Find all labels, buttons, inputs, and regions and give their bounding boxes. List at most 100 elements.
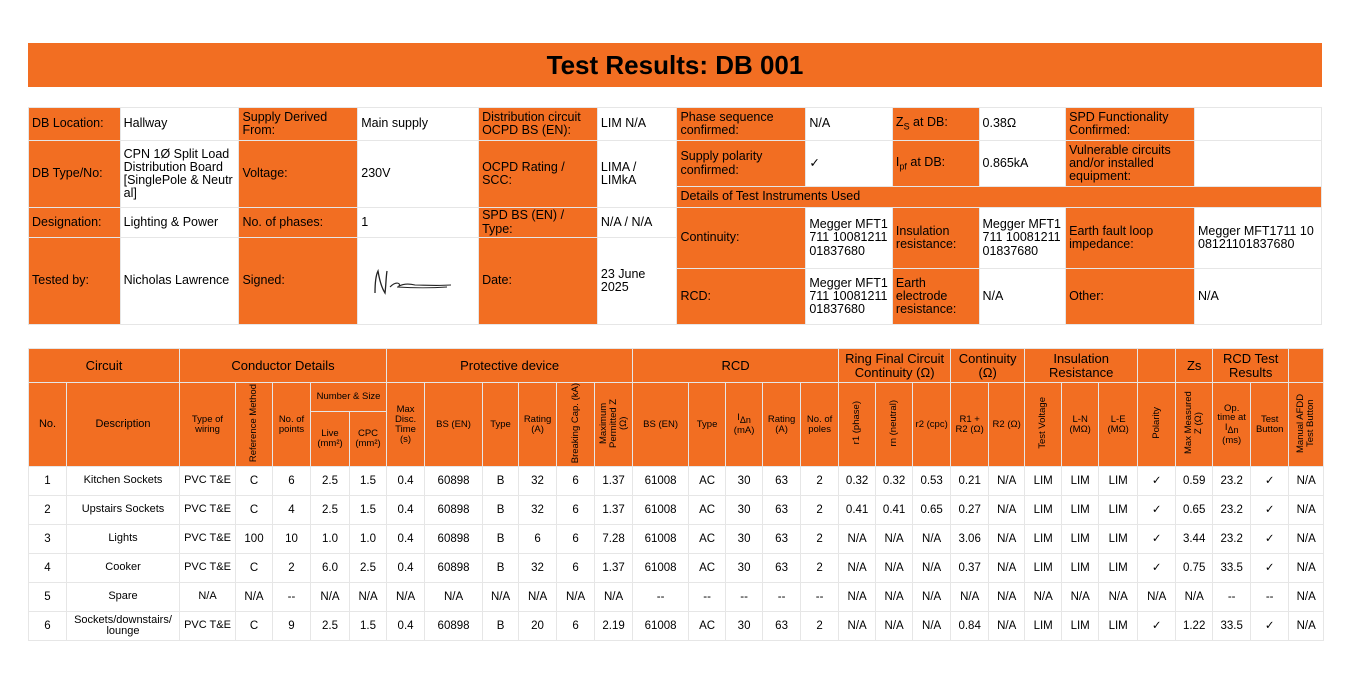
cell-type: N/A bbox=[482, 582, 520, 613]
efli-label: Earth fault loop impedance: bbox=[1065, 207, 1195, 269]
cell-points: 10 bbox=[272, 524, 311, 555]
cell-points: 2 bbox=[272, 553, 311, 584]
col-rcd-idn-sub: Δn bbox=[739, 415, 751, 426]
cell-rn: N/A bbox=[875, 611, 914, 642]
date-label: Date: bbox=[478, 237, 598, 325]
cell-bs-en: 60898 bbox=[424, 611, 484, 642]
cell-wiring: N/A bbox=[179, 582, 236, 613]
cell-type: B bbox=[482, 553, 520, 584]
col-le: L-E (MΩ) bbox=[1098, 381, 1139, 468]
cell-r2: N/A bbox=[912, 553, 952, 584]
col-rcd-poles: No. of poles bbox=[800, 381, 840, 468]
phases-value: 1 bbox=[357, 207, 480, 238]
cell-ref-method: N/A bbox=[235, 582, 273, 613]
cell-op-time: 23.2 bbox=[1212, 495, 1252, 526]
cell-cpc: 1.5 bbox=[348, 611, 388, 642]
cell-le: LIM bbox=[1098, 611, 1139, 642]
cell-afdd: N/A bbox=[1288, 466, 1325, 497]
cell-rcd-bs: 61008 bbox=[632, 553, 690, 584]
cell-rcd-bs: -- bbox=[632, 582, 690, 613]
cell-rating: 32 bbox=[518, 495, 558, 526]
table-row: 2 Upstairs Sockets PVC T&E C 4 2.5 1.5 0.4 60898… bbox=[28, 495, 1325, 526]
cell-op-time: 33.5 bbox=[1212, 553, 1252, 584]
cell-wiring: PVC T&E bbox=[179, 495, 236, 526]
ipf-label: Ipf at DB: bbox=[891, 140, 980, 187]
cell-rcd-rating: 63 bbox=[762, 524, 802, 555]
cell-rcd-idn: 30 bbox=[725, 553, 764, 584]
efli-value: Megger MFT1711 1008121101837680 bbox=[1194, 207, 1322, 269]
cell-le: N/A bbox=[1098, 582, 1139, 613]
cell-bs-en: 60898 bbox=[424, 495, 484, 526]
col-rating: Rating (A) bbox=[518, 381, 558, 468]
group-rcd: RCD bbox=[632, 348, 840, 383]
cell-cpc: 1.0 bbox=[348, 524, 388, 555]
cell-rcd-type: -- bbox=[688, 582, 727, 613]
cell-op-time: 23.2 bbox=[1212, 466, 1252, 497]
cell-test-button: ✓ bbox=[1250, 611, 1290, 642]
cell-test-voltage: LIM bbox=[1024, 524, 1063, 555]
tested-by-value: Nicholas Lawrence bbox=[119, 237, 240, 325]
cell-r1: 0.32 bbox=[838, 466, 877, 497]
col-rcd-idn: IΔn (mA) bbox=[725, 381, 764, 468]
spd-functionality-value bbox=[1194, 107, 1322, 141]
cell-disc-time: 0.4 bbox=[386, 466, 426, 497]
table-row: 6 Sockets/downstairs/ lounge PVC T&E C 9 2.5 1… bbox=[28, 611, 1325, 642]
cell-test-voltage: LIM bbox=[1024, 495, 1063, 526]
col-cpc: CPC (mm²) bbox=[348, 410, 388, 468]
cell-rcd-bs: 61008 bbox=[632, 495, 690, 526]
group-continuity: Continuity (Ω) bbox=[950, 348, 1026, 383]
cell-r1r2: 0.21 bbox=[950, 466, 990, 497]
cell-bs-en: N/A bbox=[424, 582, 484, 613]
cell-rcd-rating: 63 bbox=[762, 495, 802, 526]
phase-sequence-value: N/A bbox=[805, 107, 893, 141]
cell-rcd-idn: -- bbox=[725, 582, 764, 613]
dist-circuit-value: LIM N/A bbox=[596, 107, 678, 141]
cell-le: LIM bbox=[1098, 495, 1139, 526]
cell-max-zs: N/A bbox=[1175, 582, 1214, 613]
group-afdd-blank bbox=[1288, 348, 1325, 383]
cell-live: 1.0 bbox=[310, 524, 350, 555]
col-rn: rn (neutral) bbox=[875, 381, 914, 468]
col-breaking-label: Breaking Cap. (kA) bbox=[569, 383, 581, 464]
cell-live: 6.0 bbox=[310, 553, 350, 584]
group-rcd-test: RCD Test Results bbox=[1212, 348, 1290, 383]
cell-rcd-rating: 63 bbox=[762, 553, 802, 584]
earth-electrode-label: Earth electrode resistance: bbox=[891, 268, 980, 325]
cell-polarity: ✓ bbox=[1137, 524, 1177, 555]
cell-bs-en: 60898 bbox=[424, 466, 484, 497]
col-r1-label: r1 (phase) bbox=[851, 401, 863, 445]
col-ln: L-N (MΩ) bbox=[1061, 381, 1100, 468]
col-r1: r1 (phase) bbox=[838, 381, 877, 468]
col-afdd-label: Manual AFDD Test Button bbox=[1295, 393, 1317, 453]
cell-test-button: ✓ bbox=[1250, 495, 1290, 526]
cell-cpc: 2.5 bbox=[348, 553, 388, 584]
cell-points: 4 bbox=[272, 495, 311, 526]
cell-description: Spare bbox=[66, 582, 180, 613]
cell-r1r2: 3.06 bbox=[950, 524, 990, 555]
cell-rcd-poles: 2 bbox=[800, 611, 840, 642]
col-op-time-sub: Δn bbox=[1227, 425, 1239, 436]
col-max-z: Maximum Permitted Z (Ω) bbox=[594, 381, 634, 468]
cell-afdd: N/A bbox=[1288, 553, 1325, 584]
cell-no: 5 bbox=[28, 582, 67, 613]
cell-r2only: N/A bbox=[988, 553, 1026, 584]
col-r2only: R2 (Ω) bbox=[988, 381, 1026, 468]
cell-rcd-poles: 2 bbox=[800, 466, 840, 497]
cell-max-z: 1.37 bbox=[594, 553, 634, 584]
cell-rating: 6 bbox=[518, 524, 558, 555]
cell-description: Lights bbox=[66, 524, 180, 555]
cell-ref-method: C bbox=[235, 611, 273, 642]
title-bar: Test Results: DB 001 bbox=[28, 43, 1322, 87]
cell-max-zs: 1.22 bbox=[1175, 611, 1214, 642]
cell-le: LIM bbox=[1098, 524, 1139, 555]
cell-rcd-bs: 61008 bbox=[632, 466, 690, 497]
cell-wiring: PVC T&E bbox=[179, 611, 236, 642]
cell-no: 2 bbox=[28, 495, 67, 526]
cell-afdd: N/A bbox=[1288, 582, 1325, 613]
voltage-value: 230V bbox=[357, 140, 480, 208]
cell-rcd-type: AC bbox=[688, 524, 727, 555]
col-no: No. bbox=[28, 381, 67, 468]
col-op-time-tail: (ms) bbox=[1222, 434, 1242, 446]
cell-live: 2.5 bbox=[310, 495, 350, 526]
cell-description: Sockets/downstairs/ lounge bbox=[66, 611, 180, 642]
